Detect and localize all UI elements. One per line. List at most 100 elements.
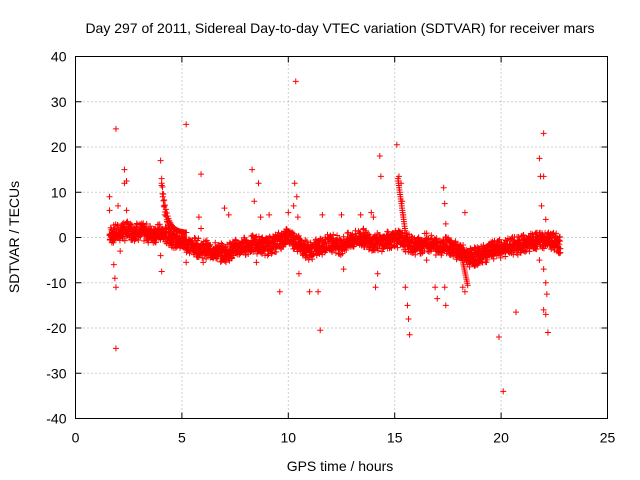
data-point (164, 213, 171, 220)
data-point (370, 214, 377, 221)
data-point (203, 255, 210, 262)
data-point (200, 259, 207, 266)
data-point (536, 155, 543, 162)
data-point (309, 256, 316, 263)
data-point (432, 251, 439, 258)
data-point (404, 302, 411, 309)
data-point (291, 180, 298, 187)
data-point (372, 284, 379, 291)
data-point (542, 216, 549, 223)
data-point (516, 237, 523, 244)
data-point (405, 315, 412, 322)
data-point (402, 227, 409, 234)
data-point (377, 173, 384, 180)
data-point (556, 250, 563, 257)
data-point (515, 233, 522, 240)
y-tick-label: 40 (51, 49, 67, 65)
data-point (540, 173, 547, 180)
data-point (441, 284, 448, 291)
data-point (285, 209, 292, 216)
data-point (336, 251, 343, 258)
data-point (540, 245, 547, 252)
data-point (147, 223, 154, 230)
data-point (276, 288, 283, 295)
y-tick-label: 30 (51, 94, 67, 110)
data-point (536, 257, 543, 264)
data-point (236, 251, 243, 258)
data-point (306, 288, 313, 295)
data-point (343, 247, 350, 254)
data-point (158, 268, 165, 275)
data-point (440, 184, 447, 191)
y-tick-label: -30 (46, 365, 66, 381)
data-point (255, 180, 262, 187)
data-point (159, 184, 166, 191)
data-point (432, 284, 439, 291)
data-point (183, 236, 190, 243)
data-point (161, 211, 168, 218)
data-point (115, 202, 122, 209)
data-point (374, 270, 381, 277)
data-point (406, 331, 413, 338)
data-point (159, 193, 166, 200)
data-point (214, 255, 221, 262)
data-point (522, 248, 529, 255)
data-point (195, 214, 202, 221)
data-point (459, 284, 466, 291)
data-point (123, 177, 130, 184)
x-tick-label: 10 (281, 430, 297, 446)
data-point (510, 248, 517, 255)
data-point (548, 246, 555, 253)
data-point (290, 202, 297, 209)
data-point (156, 221, 163, 228)
data-point (490, 255, 497, 262)
y-tick-label: -40 (46, 411, 66, 427)
data-point (557, 249, 564, 256)
data-point (251, 198, 258, 205)
data-point (544, 329, 551, 336)
data-point (221, 205, 228, 212)
data-point (400, 211, 407, 218)
data-point (363, 227, 370, 234)
data-point (106, 207, 113, 214)
data-point (319, 211, 326, 218)
data-point (121, 237, 128, 244)
data-points (106, 78, 564, 395)
data-point (398, 180, 405, 187)
data-point (338, 211, 345, 218)
data-point (106, 193, 113, 200)
data-point (183, 229, 190, 236)
data-point (119, 220, 126, 227)
data-point (495, 334, 502, 341)
data-point (143, 221, 150, 228)
y-axis-title: SDTVAR / TECUs (6, 181, 22, 293)
x-tick-label: 15 (387, 430, 403, 446)
data-point (207, 241, 214, 248)
data-point (110, 261, 117, 268)
data-point (157, 157, 164, 164)
data-point (292, 78, 299, 85)
data-point (195, 235, 202, 242)
data-point (142, 224, 149, 231)
data-point (266, 211, 273, 218)
data-point (466, 263, 473, 270)
data-point (340, 266, 347, 273)
data-point (253, 259, 260, 266)
data-point (110, 239, 117, 246)
y-tick-label: 10 (51, 184, 67, 200)
data-point (225, 211, 232, 218)
data-point (112, 284, 119, 291)
data-point (303, 238, 310, 245)
data-point (399, 198, 406, 205)
data-point (497, 254, 504, 261)
data-point (394, 244, 401, 251)
data-point (376, 153, 383, 160)
data-point (523, 247, 530, 254)
data-point (543, 291, 550, 298)
data-point (183, 259, 190, 266)
data-point (282, 241, 289, 248)
data-point (249, 166, 256, 173)
data-point (257, 214, 264, 221)
data-point (540, 130, 547, 137)
